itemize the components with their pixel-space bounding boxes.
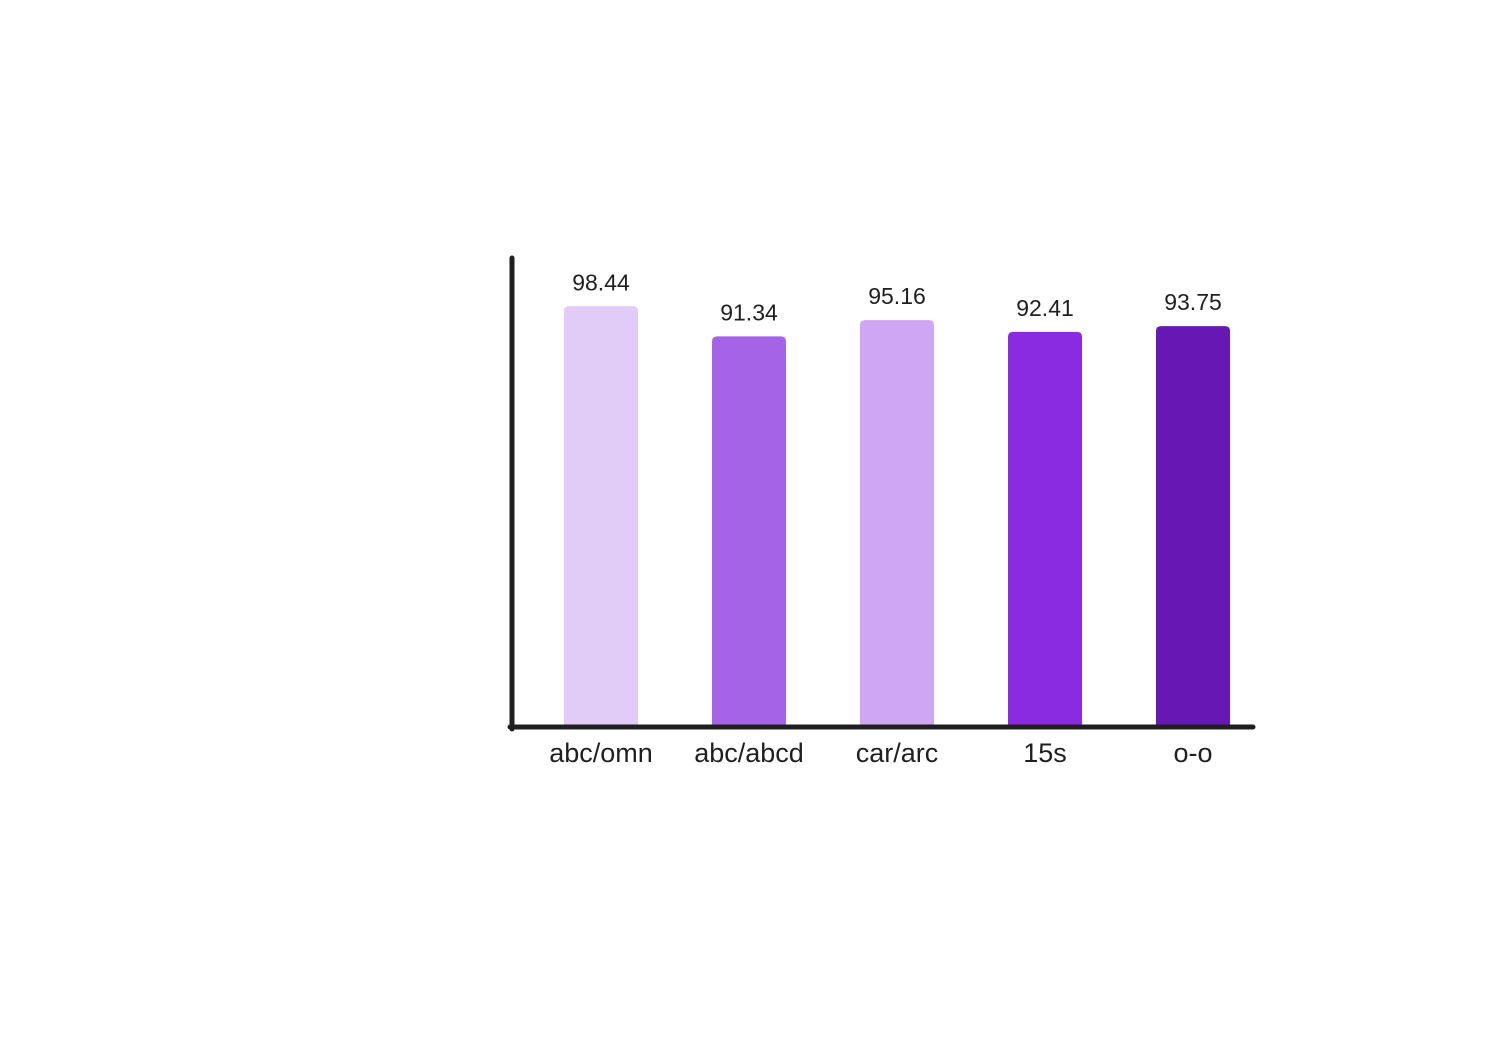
x-tick-label: car/arc xyxy=(856,738,939,768)
value-label: 91.34 xyxy=(720,299,778,325)
value-label: 93.75 xyxy=(1164,289,1222,315)
bar xyxy=(564,306,638,725)
x-tick-label: abc/omn xyxy=(549,738,653,768)
bar xyxy=(1156,326,1230,725)
value-label: 92.41 xyxy=(1016,295,1074,321)
x-tick-label: abc/abcd xyxy=(694,738,804,768)
value-label: 95.16 xyxy=(868,283,926,309)
x-tick-label: o-o xyxy=(1173,738,1212,768)
bar xyxy=(712,336,786,725)
x-tick-label: 15s xyxy=(1023,738,1067,768)
value-label: 98.44 xyxy=(572,269,630,295)
bar xyxy=(860,320,934,725)
bar xyxy=(1008,331,1082,725)
